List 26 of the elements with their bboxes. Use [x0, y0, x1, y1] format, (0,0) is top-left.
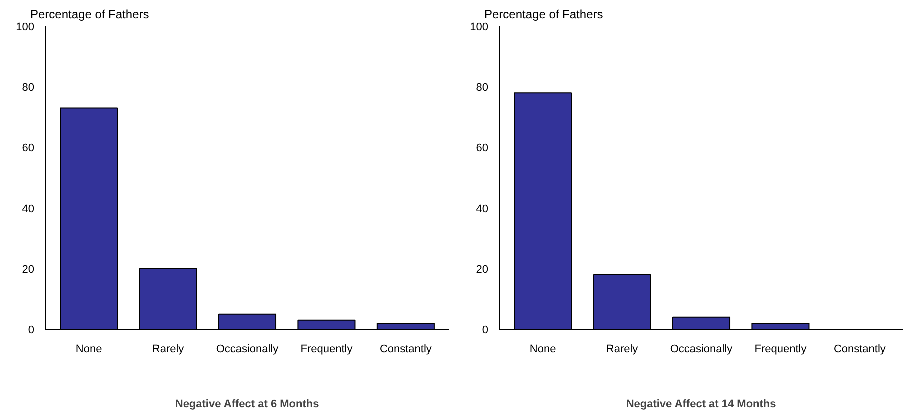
y-tick-label: 40: [476, 203, 489, 216]
x-axis-title: Negative Affect at 6 Months: [175, 398, 320, 410]
y-axis-title: Percentage of Fathers: [30, 8, 150, 22]
y-tick-label: 0: [28, 324, 35, 336]
x-tick-label: None: [76, 344, 102, 356]
x-tick-label: Rarely: [606, 344, 639, 356]
y-axis-title: Percentage of Fathers: [484, 8, 604, 22]
y-tick-label: 100: [16, 22, 35, 34]
x-tick-label: Occasionally: [216, 344, 280, 356]
x-tick-label: Constantly: [380, 344, 432, 356]
x-tick-label: Rarely: [152, 344, 185, 356]
y-tick-label: 60: [22, 142, 35, 155]
y-tick-label: 60: [476, 142, 489, 155]
y-tick-label: 80: [476, 82, 489, 94]
x-tick-label: None: [530, 344, 556, 356]
y-tick-label: 80: [22, 82, 35, 94]
y-tick-label: 100: [470, 22, 489, 34]
x-tick-label: Constantly: [834, 344, 886, 356]
x-tick-label: Frequently: [754, 344, 808, 356]
y-tick-label: 40: [22, 203, 35, 216]
y-tick-label: 0: [482, 324, 489, 336]
x-tick-label: Occasionally: [670, 344, 734, 356]
y-tick-label: 20: [476, 264, 489, 276]
y-tick-label: 20: [22, 264, 35, 276]
x-tick-label: Frequently: [300, 344, 354, 356]
x-axis-title: Negative Affect at 14 Months: [626, 398, 776, 410]
